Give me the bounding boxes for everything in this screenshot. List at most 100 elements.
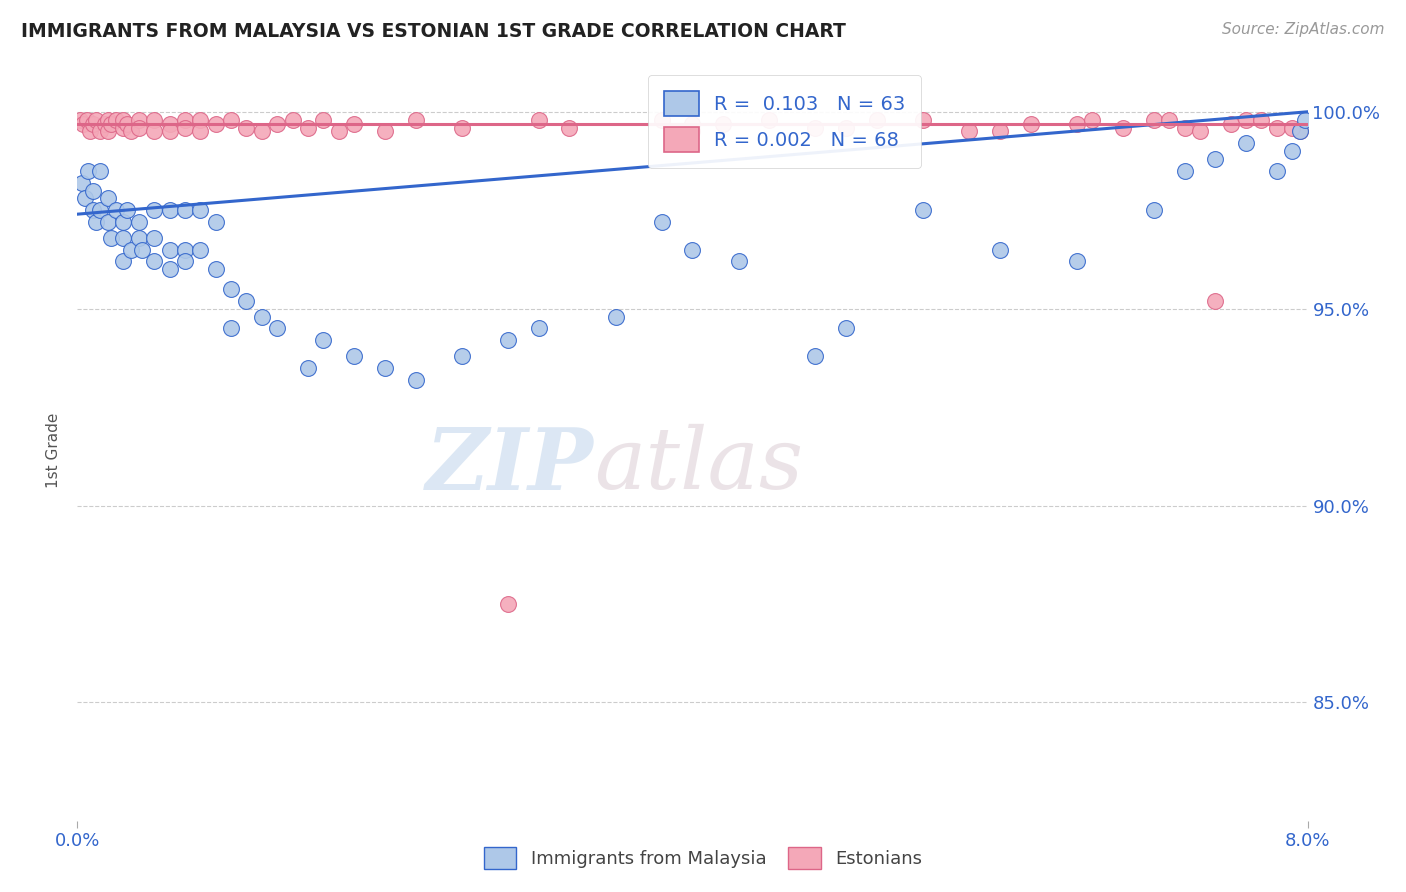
Point: [219, 112, 242, 127]
Point: [128, 120, 150, 135]
Text: IMMIGRANTS FROM MALAYSIA VS ESTONIAN 1ST GRADE CORRELATION CHART: IMMIGRANTS FROM MALAYSIA VS ESTONIAN 1ST…: [21, 22, 846, 41]
Point: [143, 203, 166, 218]
Point: [1289, 124, 1312, 138]
Point: [835, 321, 858, 335]
Point: [115, 117, 138, 131]
Point: [651, 215, 673, 229]
Point: [1289, 124, 1312, 138]
Point: [281, 112, 304, 127]
Point: [115, 203, 138, 218]
Point: [1265, 120, 1288, 135]
Point: [69, 112, 91, 127]
Point: [82, 117, 104, 131]
Legend: Immigrants from Malaysia, Estonians: Immigrants from Malaysia, Estonians: [475, 838, 931, 879]
Point: [235, 120, 257, 135]
Point: [1112, 120, 1135, 135]
Point: [1188, 124, 1211, 138]
Point: [1019, 117, 1042, 131]
Point: [1294, 112, 1316, 127]
Point: [159, 243, 181, 257]
Point: [912, 203, 935, 218]
Point: [120, 243, 142, 257]
Point: [131, 243, 153, 257]
Point: [112, 231, 135, 245]
Text: ZIP: ZIP: [426, 424, 595, 507]
Point: [266, 321, 288, 335]
Point: [104, 203, 127, 218]
Point: [496, 597, 519, 611]
Point: [297, 360, 319, 375]
Point: [188, 112, 212, 127]
Point: [174, 254, 197, 268]
Text: atlas: atlas: [595, 424, 803, 507]
Point: [374, 360, 396, 375]
Point: [1204, 293, 1226, 308]
Point: [682, 117, 704, 131]
Point: [1066, 117, 1088, 131]
Point: [76, 112, 98, 127]
Point: [219, 321, 242, 335]
Point: [112, 112, 135, 127]
Point: [1204, 152, 1226, 166]
Point: [112, 215, 135, 229]
Point: [1159, 112, 1181, 127]
Point: [97, 215, 120, 229]
Point: [312, 333, 335, 347]
Point: [1174, 164, 1197, 178]
Point: [527, 112, 550, 127]
Point: [1281, 144, 1303, 158]
Point: [804, 349, 827, 363]
Point: [89, 164, 111, 178]
Point: [104, 112, 127, 127]
Point: [128, 112, 150, 127]
Point: [235, 293, 257, 308]
Point: [97, 124, 120, 138]
Point: [204, 117, 226, 131]
Point: [835, 120, 858, 135]
Point: [1265, 164, 1288, 178]
Point: [159, 124, 181, 138]
Point: [651, 112, 673, 127]
Point: [343, 117, 366, 131]
Point: [112, 120, 135, 135]
Point: [605, 310, 627, 324]
Legend: R =  0.103   N = 63, R = 0.002   N = 68: R = 0.103 N = 63, R = 0.002 N = 68: [648, 75, 921, 168]
Point: [266, 117, 288, 131]
Point: [84, 215, 107, 229]
Point: [312, 112, 335, 127]
Point: [1143, 112, 1166, 127]
Point: [1250, 112, 1272, 127]
Point: [73, 191, 96, 205]
Point: [711, 117, 734, 131]
Point: [912, 112, 935, 127]
Point: [77, 164, 100, 178]
Point: [89, 124, 111, 138]
Point: [204, 262, 226, 277]
Point: [682, 124, 704, 138]
Point: [957, 124, 980, 138]
Point: [374, 124, 396, 138]
Point: [328, 124, 350, 138]
Point: [219, 282, 242, 296]
Point: [188, 203, 212, 218]
Point: [758, 112, 780, 127]
Point: [128, 215, 150, 229]
Y-axis label: 1st Grade: 1st Grade: [46, 413, 62, 488]
Point: [97, 112, 120, 127]
Point: [79, 124, 101, 138]
Point: [988, 243, 1011, 257]
Point: [188, 124, 212, 138]
Point: [143, 112, 166, 127]
Point: [1066, 254, 1088, 268]
Point: [1143, 203, 1166, 218]
Point: [174, 112, 197, 127]
Point: [1281, 120, 1303, 135]
Point: [174, 120, 197, 135]
Point: [1234, 112, 1257, 127]
Point: [1081, 112, 1104, 127]
Point: [450, 120, 472, 135]
Point: [188, 243, 212, 257]
Point: [112, 254, 135, 268]
Point: [727, 254, 749, 268]
Point: [496, 333, 519, 347]
